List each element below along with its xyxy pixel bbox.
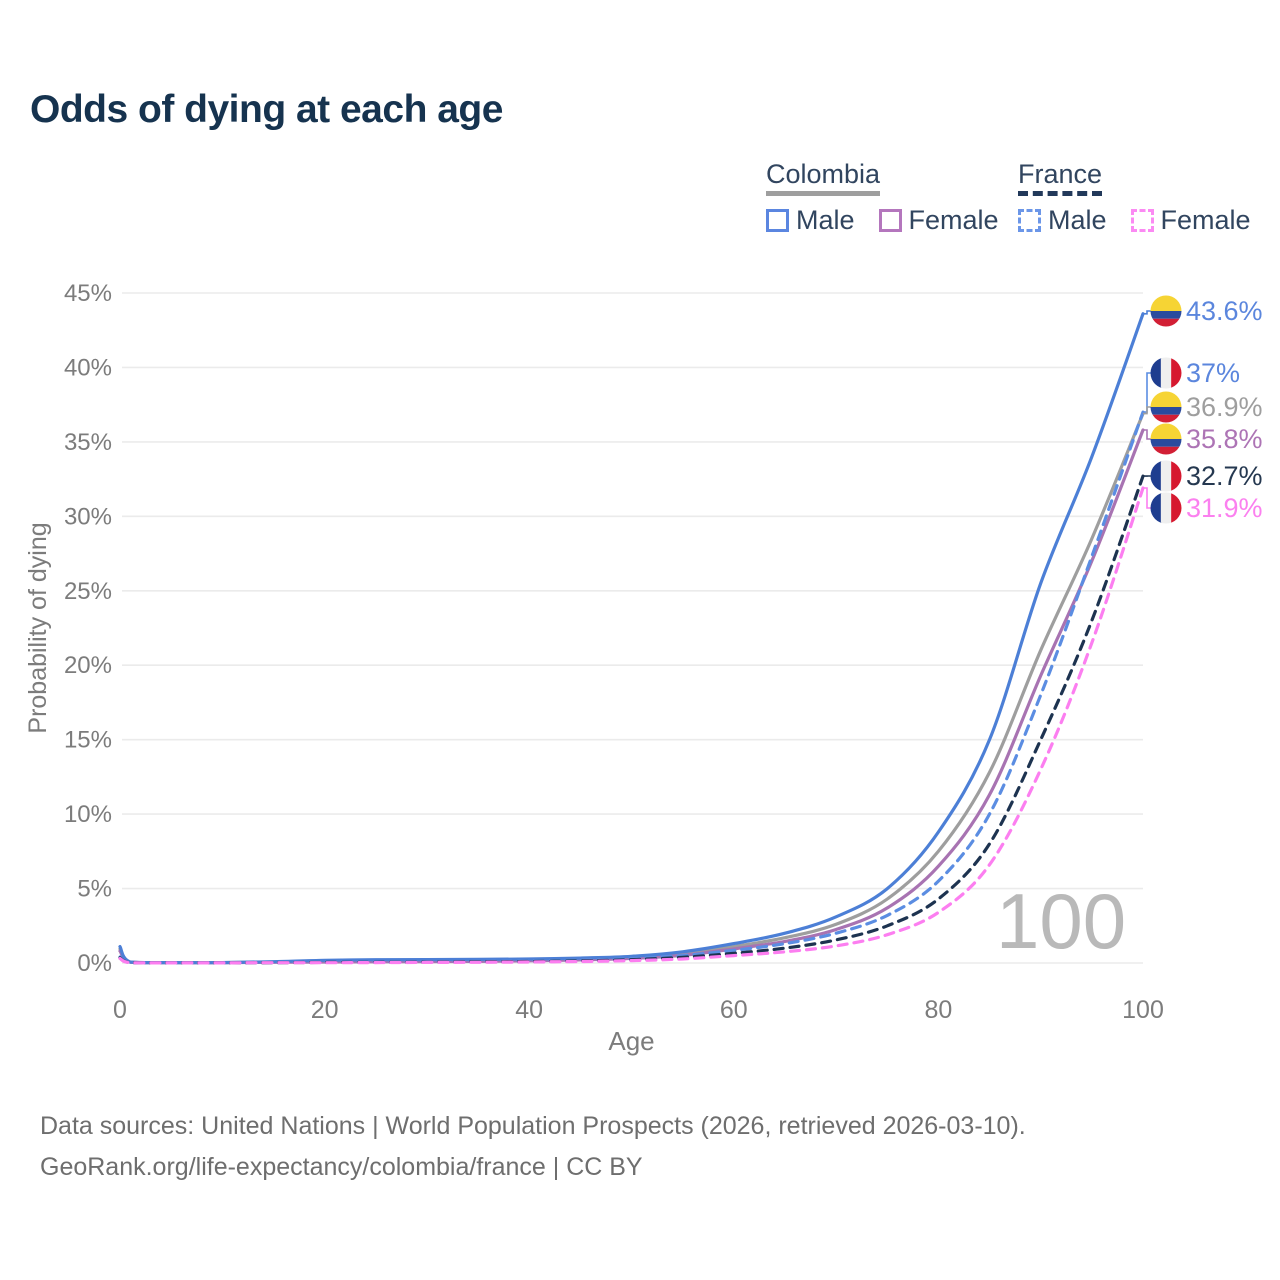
y-tick-label: 15% — [64, 727, 112, 754]
legend-item-label: Female — [908, 204, 999, 235]
label-connector-france-male — [1143, 372, 1151, 413]
end-value-label-france-female: 31.9% — [1186, 493, 1263, 523]
plot-area: 0% 5% 10% 15% 20% 25% 30% 35% 40% 45% 0 20 40 60 80 100… — [24, 280, 1263, 1056]
x-tick-label: 40 — [515, 996, 543, 1024]
legend-header-colombia: Colombia — [766, 159, 881, 196]
flag-icon-france — [1150, 492, 1182, 524]
end-value-label-colombia-total: 36.9% — [1186, 392, 1263, 422]
data-sources-footer: Data sources: United Nations | World Pop… — [40, 1106, 1026, 1188]
series-line-france-total — [118, 474, 1145, 965]
series-line-france-male — [118, 410, 1145, 965]
y-tick-label: 20% — [64, 652, 112, 679]
end-value-label-france-total: 32.7% — [1186, 461, 1263, 491]
flag-icon-colombia — [1150, 295, 1182, 327]
x-tick-label: 0 — [113, 996, 127, 1024]
legend-item-label: Female — [1160, 204, 1251, 235]
x-axis-title: Age — [608, 1026, 654, 1056]
legend-group-colombia: Colombia Male Female — [766, 159, 999, 236]
x-tick-label: 60 — [720, 996, 748, 1024]
france-male-swatch-icon — [1018, 208, 1041, 232]
label-connector-colombia-total — [1143, 406, 1151, 415]
colombia-female-swatch-icon — [878, 208, 902, 232]
age-watermark: 100 — [996, 877, 1126, 965]
end-value-label-colombia-male: 43.6% — [1186, 296, 1263, 326]
y-tick-label: 40% — [64, 354, 112, 381]
y-tick-label: 0% — [77, 950, 112, 977]
legend-item-france-male[interactable]: Male — [1018, 205, 1107, 236]
flag-icon-france — [1150, 460, 1182, 492]
y-tick-label: 35% — [64, 429, 112, 456]
page-title: Odds of dying at each age — [30, 88, 503, 131]
y-tick-label: 5% — [77, 876, 112, 903]
y-tick-label: 45% — [64, 280, 112, 307]
legend-item-label: Male — [796, 204, 855, 235]
series-line-france-female — [118, 486, 1145, 965]
france-female-swatch-icon — [1130, 208, 1154, 232]
series-line-colombia-female — [118, 428, 1145, 965]
y-tick-label: 25% — [64, 578, 112, 605]
colombia-male-swatch-icon — [766, 208, 789, 232]
legend-group-france: France Male Female — [1018, 159, 1251, 236]
x-tick-label: 80 — [924, 996, 952, 1024]
legend-header-france: France — [1018, 159, 1103, 196]
label-connector-france-female — [1143, 487, 1151, 509]
y-tick-label: 10% — [64, 801, 112, 828]
label-connector-colombia-male — [1143, 310, 1151, 315]
y-axis-title: Probability of dying — [24, 522, 52, 733]
legend-item-colombia-female[interactable]: Female — [878, 204, 999, 236]
end-value-label-france-male: 37% — [1186, 358, 1240, 388]
x-tick-label: 100 — [1122, 996, 1164, 1024]
x-tick-label: 20 — [311, 996, 339, 1024]
legend-item-colombia-male[interactable]: Male — [766, 205, 855, 236]
legend-item-france-female[interactable]: Female — [1130, 204, 1251, 236]
flag-icon-france — [1150, 357, 1182, 389]
label-connector-colombia-female — [1143, 429, 1151, 440]
y-tick-label: 30% — [64, 503, 112, 530]
end-value-label-colombia-female: 35.8% — [1186, 424, 1263, 454]
series-line-colombia-total — [118, 412, 1145, 965]
footer-line-1: Data sources: United Nations | World Pop… — [40, 1112, 1026, 1140]
flag-icon-colombia — [1150, 423, 1182, 455]
legend-item-label: Male — [1048, 204, 1107, 235]
flag-icon-colombia — [1150, 391, 1182, 423]
footer-line-2: GeoRank.org/life-expectancy/colombia/fra… — [40, 1152, 643, 1181]
